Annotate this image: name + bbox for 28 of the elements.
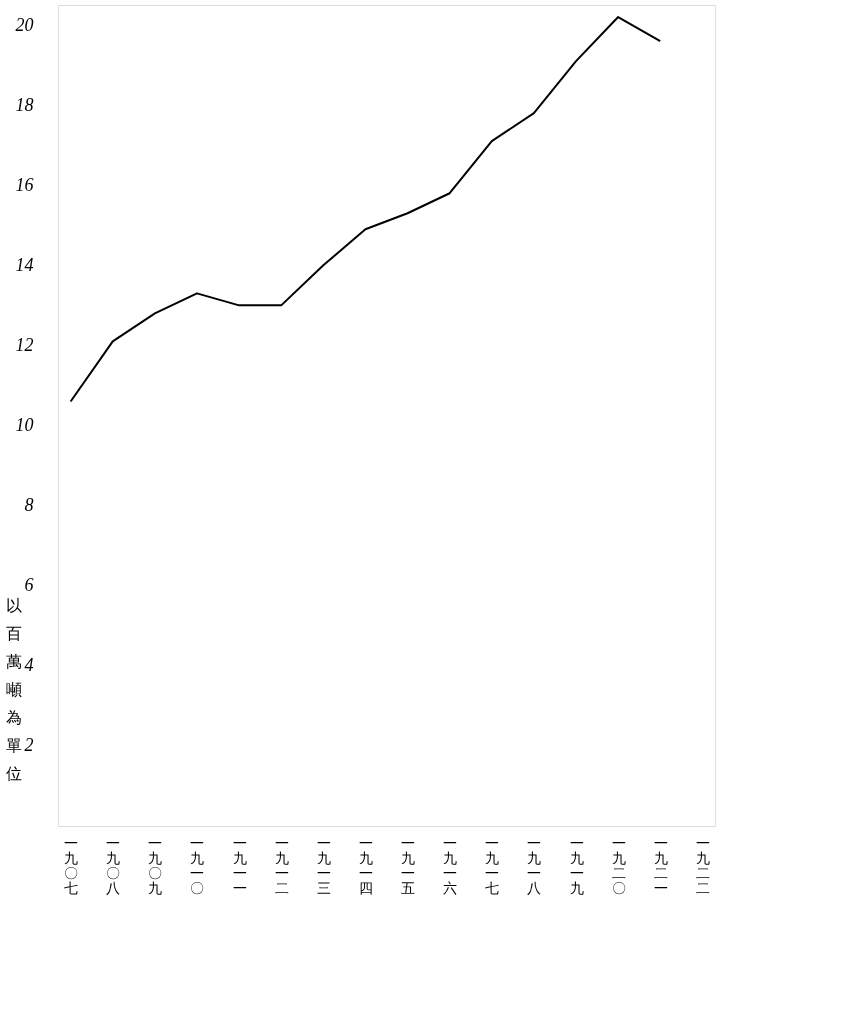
x-tick-label: 一九一三 — [316, 834, 331, 896]
y-tick-label: 2 — [24, 735, 34, 756]
x-tick-label: 一九二二 — [695, 834, 710, 896]
x-tick-label: 一九一五 — [401, 834, 416, 896]
x-tick-label: 一九一二 — [274, 834, 289, 896]
y-tick-label: 8 — [24, 495, 34, 516]
x-tick-label: 一九〇八 — [106, 834, 121, 896]
x-tick-label: 一九一〇 — [190, 834, 205, 896]
x-tick-label: 一九〇七 — [64, 834, 79, 896]
y-tick-label: 4 — [24, 655, 34, 676]
y-tick-label: 20 — [15, 14, 34, 35]
y-tick-label: 14 — [15, 254, 34, 275]
x-tick-label: 一九一六 — [443, 834, 458, 896]
line-series — [69, 16, 662, 403]
x-tick-label: 一九一七 — [485, 834, 500, 896]
x-tick-label: 一九一四 — [358, 834, 373, 896]
x-tick-label: 一九二〇 — [611, 834, 626, 896]
x-tick-label: 一九一八 — [527, 834, 542, 896]
x-tick-label: 一九一九 — [569, 834, 584, 896]
y-tick-label: 6 — [24, 575, 34, 596]
x-tick-label: 一九一一 — [232, 834, 247, 896]
y-tick-label: 18 — [15, 94, 34, 115]
y-tick-label: 10 — [15, 415, 34, 436]
y-axis-title: 以百萬噸為單位 — [5, 595, 22, 783]
x-tick-label: 一九〇九 — [148, 834, 163, 896]
x-tick-label: 一九二一 — [653, 834, 668, 896]
y-tick-label: 12 — [15, 334, 34, 355]
y-tick-label: 16 — [15, 174, 34, 195]
